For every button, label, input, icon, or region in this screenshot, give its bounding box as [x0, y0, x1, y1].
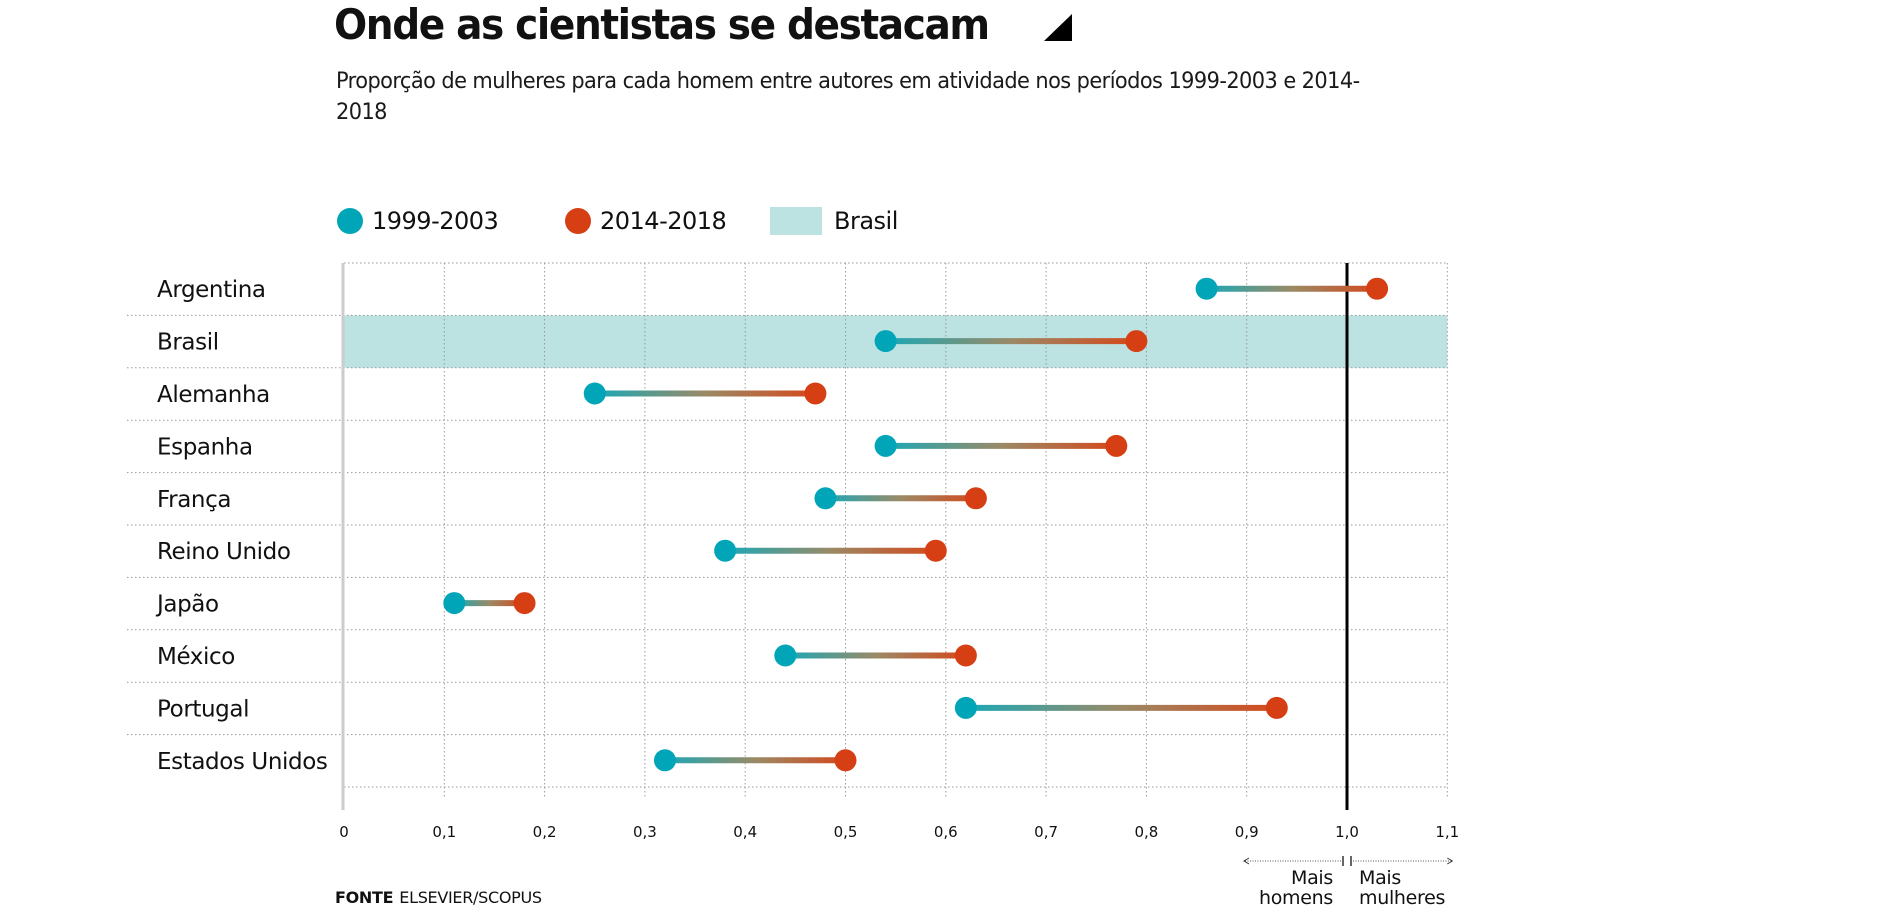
x-tick-label: 0,1	[432, 823, 456, 841]
point-1999-2003	[954, 696, 977, 719]
row-label: Portugal	[157, 696, 249, 722]
row-label: Brasil	[157, 330, 219, 356]
point-1999-2003	[1195, 277, 1218, 300]
source-text: ELSEVIER/SCOPUS	[399, 888, 542, 907]
arrow-left-icon	[1243, 857, 1250, 865]
x-tick-label: 0,7	[1034, 823, 1058, 841]
x-tick-label: 0	[339, 823, 349, 841]
legend-item-1999-2003: 1999-2003	[337, 205, 499, 237]
x-tick-label: 0,9	[1235, 823, 1259, 841]
point-1999-2003	[583, 382, 606, 405]
point-2014-2018	[964, 487, 987, 510]
x-tick-label: 0,8	[1134, 823, 1158, 841]
point-2014-2018	[1105, 434, 1128, 457]
annotation-more-women-line1: Mais	[1359, 867, 1401, 889]
row-label: Argentina	[157, 277, 266, 303]
point-2014-2018	[804, 382, 827, 405]
point-2014-2018	[1366, 277, 1389, 300]
dumbbell-reino-unido	[714, 539, 947, 562]
annotation-more-women-line2: mulheres	[1359, 887, 1445, 909]
x-tick-label: 0,3	[633, 823, 657, 841]
point-2014-2018	[924, 539, 947, 562]
row-label: México	[157, 644, 235, 670]
point-1999-2003	[443, 592, 466, 615]
legend-item-2014-2018: 2014-2018	[565, 205, 727, 237]
point-1999-2003	[874, 434, 897, 457]
legend-dot-icon	[565, 208, 591, 234]
point-2014-2018	[1265, 696, 1288, 719]
row-label: Espanha	[157, 434, 253, 460]
x-tick-label: 1,1	[1435, 823, 1459, 841]
row-label: Japão	[155, 592, 219, 618]
dumbbell-frança	[814, 487, 987, 510]
point-1999-2003	[814, 487, 837, 510]
dumbbell-brasil	[874, 330, 1148, 353]
legend-label: 1999-2003	[372, 207, 499, 235]
x-tick-label: 0,6	[934, 823, 958, 841]
point-1999-2003	[714, 539, 737, 562]
point-2014-2018	[954, 644, 977, 667]
chart-subtitle: Proporção de mulheres para cada homem en…	[336, 69, 1360, 125]
row-label: Reino Unido	[157, 539, 291, 565]
point-1999-2003	[874, 330, 897, 353]
point-2014-2018	[1125, 330, 1148, 353]
point-1999-2003	[774, 644, 797, 667]
dumbbell-méxico	[774, 644, 977, 667]
source-label: FONTE	[335, 888, 394, 907]
row-label: França	[157, 487, 231, 513]
annotation-more-men-line1: Mais	[1291, 867, 1333, 889]
legend-dot-icon	[337, 208, 363, 234]
point-2014-2018	[513, 592, 536, 615]
legend-swatch-icon	[770, 207, 822, 235]
dumbbell-portugal	[954, 696, 1288, 719]
row-label: Alemanha	[157, 382, 270, 408]
legend-label: 2014-2018	[600, 207, 727, 235]
point-2014-2018	[834, 749, 857, 772]
row-label: Estados Unidos	[157, 749, 327, 775]
dumbbell-estados-unidos	[653, 749, 857, 772]
point-1999-2003	[653, 749, 676, 772]
chart-title: Onde as cientistas se destacam	[334, 0, 990, 49]
triangle-corner-icon	[1044, 14, 1072, 41]
source-credit: FONTE ELSEVIER/SCOPUS	[335, 888, 542, 907]
dumbbell-argentina	[1195, 277, 1389, 300]
legend-label: Brasil	[834, 207, 898, 235]
legend-item-brasil: Brasil	[770, 205, 898, 237]
dumbbell-alemanha	[583, 382, 827, 405]
x-tick-label: 0,4	[733, 823, 757, 841]
annotation-more-men-line2: homens	[1259, 887, 1333, 909]
dumbbell-espanha	[874, 434, 1128, 457]
arrow-right-icon	[1447, 857, 1454, 865]
x-tick-label: 0,5	[834, 823, 858, 841]
dumbbell-japão	[443, 592, 536, 615]
x-tick-label: 0,2	[533, 823, 557, 841]
x-tick-label: 1,0	[1335, 823, 1359, 841]
